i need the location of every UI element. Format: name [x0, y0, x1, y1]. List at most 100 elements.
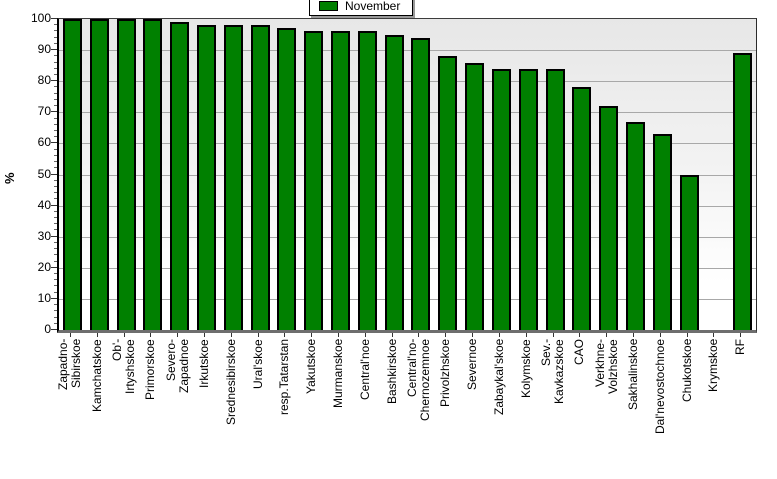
bar: [625, 121, 645, 330]
x-category-cell: Central'noe: [352, 333, 379, 479]
x-tick-label: Severnoe: [465, 339, 480, 391]
y-tick-label: 40: [37, 197, 51, 212]
x-tick-mark: [632, 333, 634, 337]
bar: [89, 19, 109, 330]
x-tick-label: Zabaykal'skoe: [491, 339, 506, 416]
x-tick-mark: [606, 333, 608, 337]
y-minor-tick-mark: [54, 310, 57, 312]
x-category-cell: resp.Tatarstan: [272, 333, 299, 479]
x-tick-label: Sakhalinskoe: [625, 339, 640, 411]
x-category-cell: Yakutskoe: [298, 333, 325, 479]
bar: [733, 53, 753, 330]
bar-slot: [86, 19, 113, 330]
x-tick-label: Ob'- Irtyshskoe: [110, 339, 138, 394]
y-minor-tick-mark: [54, 154, 57, 156]
x-category-cell: Ob'- Irtyshskoe: [110, 333, 138, 479]
x-category-cell: Dal'nevostochnoe: [647, 333, 674, 479]
x-category-cell: Bashkirskoe: [379, 333, 406, 479]
y-minor-tick-mark: [54, 223, 57, 225]
bar: [331, 31, 351, 330]
x-category-cell: Srednesibirskoe: [218, 333, 245, 479]
y-minor-tick-mark: [54, 217, 57, 219]
bar: [652, 134, 672, 330]
x-tick-mark: [69, 333, 71, 337]
x-category-cell: Irkutskoe: [191, 333, 218, 479]
x-tick-mark: [498, 333, 500, 337]
y-minor-tick-mark: [54, 161, 57, 163]
x-category-cell: Privolzhskoe: [432, 333, 459, 479]
y-tick-mark: [51, 142, 57, 144]
x-category-cell: Zabaykal'skoe: [486, 333, 513, 479]
x-tick-label: Srednesibirskoe: [223, 339, 238, 426]
bar-slot: [434, 19, 461, 330]
x-tick-label: Murmanskoe: [331, 339, 346, 409]
x-tick-label: resp.Tatarstan: [277, 339, 292, 416]
y-minor-tick-mark: [54, 30, 57, 32]
y-minor-tick-mark: [54, 167, 57, 169]
gridline: [59, 112, 756, 114]
x-category-cell: Kamchatskoe: [84, 333, 111, 479]
bar: [572, 87, 592, 330]
x-tick-label: Yakutskoe: [304, 339, 319, 395]
bar: [491, 68, 511, 330]
bar-slot: [622, 19, 649, 330]
x-tick-label: Primorskoe: [143, 339, 158, 400]
x-tick-label: RF: [733, 339, 748, 355]
y-minor-tick-mark: [54, 67, 57, 69]
gridline: [59, 50, 756, 52]
y-tick-mark: [51, 49, 57, 51]
bar-slot: [729, 19, 756, 330]
x-tick-mark: [150, 333, 152, 337]
y-minor-tick-mark: [54, 248, 57, 250]
y-tick-mark: [51, 111, 57, 113]
x-tick-mark: [338, 333, 340, 337]
y-minor-tick-mark: [54, 285, 57, 287]
x-category-cell: Kolymskoe: [513, 333, 540, 479]
gridline: [59, 143, 756, 145]
x-tick-label: Krymskoe: [706, 339, 721, 393]
legend: November: [309, 0, 414, 16]
bar: [116, 19, 136, 330]
y-minor-tick-mark: [54, 98, 57, 100]
x-tick-mark: [123, 333, 125, 337]
y-minor-tick-mark: [54, 148, 57, 150]
bar: [465, 62, 485, 330]
bar-slot: [139, 19, 166, 330]
y-minor-tick-mark: [54, 322, 57, 324]
y-minor-tick-mark: [54, 123, 57, 125]
x-tick-mark: [713, 333, 715, 337]
bar-slot: [327, 19, 354, 330]
bar-slot: [300, 19, 327, 330]
gridline: [59, 205, 756, 207]
bar: [277, 28, 297, 330]
y-tick-mark: [51, 297, 57, 299]
y-minor-tick-mark: [54, 179, 57, 181]
y-minor-tick-mark: [54, 36, 57, 38]
x-tick-mark: [230, 333, 232, 337]
bar: [304, 31, 324, 330]
y-minor-tick-mark: [54, 42, 57, 44]
y-tick-mark: [51, 18, 57, 19]
x-tick-label: Severo- Zapadnoe: [163, 339, 191, 394]
gridline: [59, 298, 756, 300]
bar: [250, 25, 270, 330]
x-category-cell: Severnoe: [459, 333, 486, 479]
bar-slot: [113, 19, 140, 330]
gridline: [59, 174, 756, 176]
bar: [143, 19, 163, 330]
bar-slot: [166, 19, 193, 330]
bar: [411, 37, 431, 330]
x-tick-mark: [257, 333, 259, 337]
y-minor-tick-mark: [54, 304, 57, 306]
x-category-cell: Central'no- Chernozemnoe: [405, 333, 433, 479]
legend-label: November: [345, 0, 401, 13]
bar-slot: [354, 19, 381, 330]
x-category-cell: Sev.- Kavkazskoe: [539, 333, 567, 479]
y-minor-tick-mark: [54, 136, 57, 138]
bar-slot: [595, 19, 622, 330]
bar-slot: [274, 19, 301, 330]
bar-slot: [515, 19, 542, 330]
x-tick-mark: [177, 333, 179, 337]
x-tick-mark: [579, 333, 581, 337]
bars-container: [59, 19, 756, 330]
